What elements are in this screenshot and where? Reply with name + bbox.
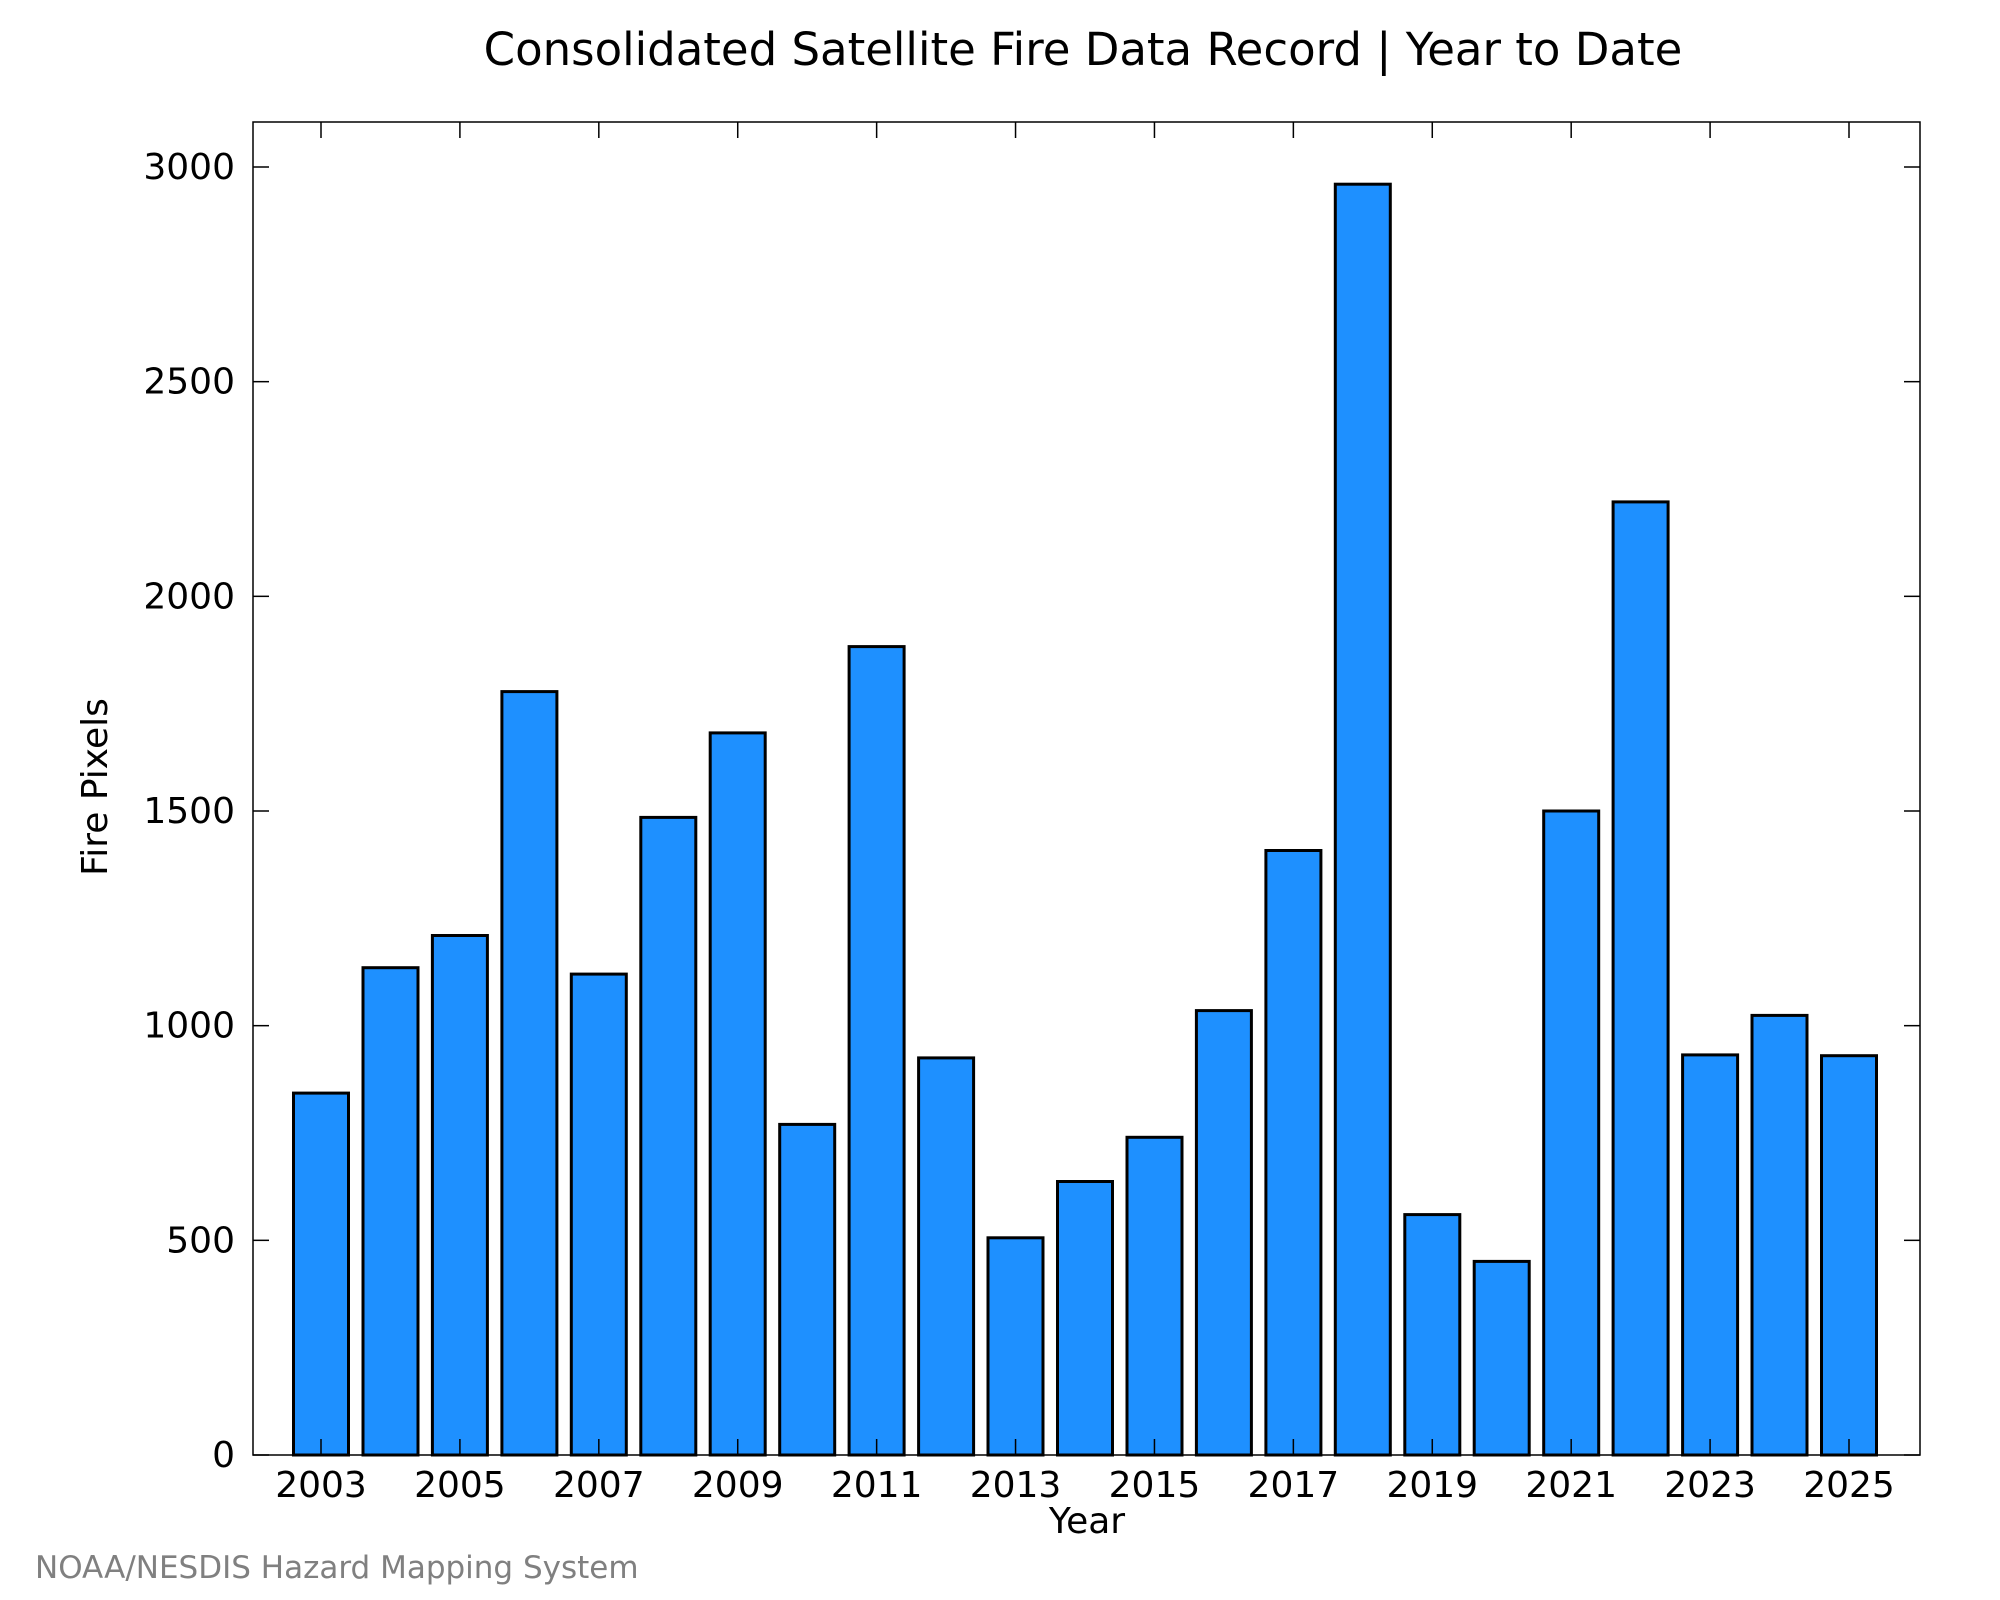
credit-text: NOAA/NESDIS Hazard Mapping System [35, 1550, 639, 1586]
bar-2004 [361, 966, 420, 1457]
x-axis-title: Year [1048, 1501, 1125, 1542]
x-tick-label-2011: 2011 [831, 1465, 923, 1506]
bar-2019 [1403, 1213, 1462, 1457]
x-tick-label-2009: 2009 [692, 1465, 784, 1506]
y-tick-label-2500: 2500 [143, 362, 235, 403]
y-tick-label-3000: 3000 [143, 147, 235, 188]
bar-2015 [1125, 1135, 1184, 1457]
bar-2018 [1333, 182, 1392, 1457]
bar-2007 [569, 972, 628, 1457]
y-axis-title: Fire Pixels [75, 698, 116, 876]
x-tick-label-2019: 2019 [1386, 1465, 1478, 1506]
x-tick-label-2005: 2005 [414, 1465, 506, 1506]
x-tick-label-2013: 2013 [970, 1465, 1062, 1506]
bar-2016 [1194, 1009, 1253, 1457]
bars-layer [292, 182, 1878, 1457]
bar-2017 [1264, 849, 1323, 1457]
bar-2021 [1542, 809, 1601, 1457]
bar-2010 [778, 1122, 837, 1457]
bar-2020 [1472, 1259, 1531, 1457]
bar-2025 [1820, 1054, 1878, 1457]
bar-2011 [847, 645, 906, 1457]
y-tick-label-0: 0 [212, 1435, 235, 1476]
x-tick-label-2003: 2003 [275, 1465, 367, 1506]
x-tick-label-2007: 2007 [553, 1465, 645, 1506]
bar-2012 [917, 1056, 976, 1457]
x-tick-label-2015: 2015 [1109, 1465, 1201, 1506]
x-tick-label-2023: 2023 [1664, 1465, 1756, 1506]
bar-2009 [708, 731, 767, 1457]
bar-2022 [1611, 500, 1670, 1457]
x-tick-label-2021: 2021 [1525, 1465, 1617, 1506]
y-tick-label-1000: 1000 [143, 1006, 235, 1047]
bar-2014 [1056, 1180, 1114, 1457]
y-tick-label-1500: 1500 [143, 791, 235, 832]
y-tick-label-2000: 2000 [143, 576, 235, 617]
x-tick-label-2017: 2017 [1248, 1465, 1340, 1506]
bar-2005 [430, 934, 489, 1457]
bar-2003 [292, 1091, 350, 1457]
chart-title: Consolidated Satellite Fire Data Record … [484, 23, 1683, 76]
y-tick-labels: 0 500 1000 1500 2000 2500 3000 [143, 147, 235, 1476]
ticks-layer [253, 122, 1920, 1456]
x-tick-label-2025: 2025 [1803, 1465, 1895, 1506]
bar-2024 [1750, 1013, 1809, 1457]
bar-2008 [639, 815, 698, 1457]
bar-2023 [1681, 1053, 1740, 1457]
x-tick-labels: 2003 2005 2007 2009 2011 2013 2015 2017 2019 2021… [275, 1465, 1895, 1506]
y-tick-label-500: 500 [166, 1220, 235, 1261]
bar-2013 [986, 1236, 1045, 1457]
bar-2006 [500, 690, 559, 1457]
